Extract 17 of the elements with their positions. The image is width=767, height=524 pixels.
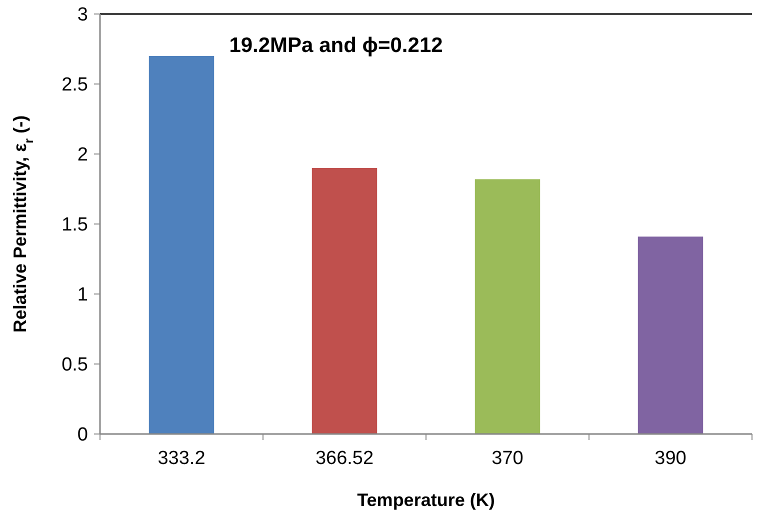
- bar: [638, 236, 704, 434]
- x-axis-title: Temperature (K): [357, 490, 495, 510]
- text: 19.2MPa and ϕ=0.212: [229, 34, 443, 57]
- bar: [474, 179, 540, 434]
- x-tick-label: 370: [492, 448, 524, 469]
- y-tick-label: 0.5: [62, 354, 88, 376]
- y-tick-label: 1.5: [62, 214, 88, 236]
- x-tick-label: 333.2: [158, 448, 206, 469]
- y-tick-label: 2: [77, 144, 88, 166]
- y-tick-label: 1: [77, 284, 88, 306]
- y-tick-label: 3: [77, 4, 88, 26]
- bar: [312, 168, 378, 434]
- bar: [148, 56, 214, 434]
- y-tick-label: 2.5: [62, 74, 88, 96]
- x-tick-label: 366.52: [315, 448, 374, 469]
- y-tick-label: 0: [77, 424, 88, 446]
- x-tick-label: 390: [654, 448, 686, 469]
